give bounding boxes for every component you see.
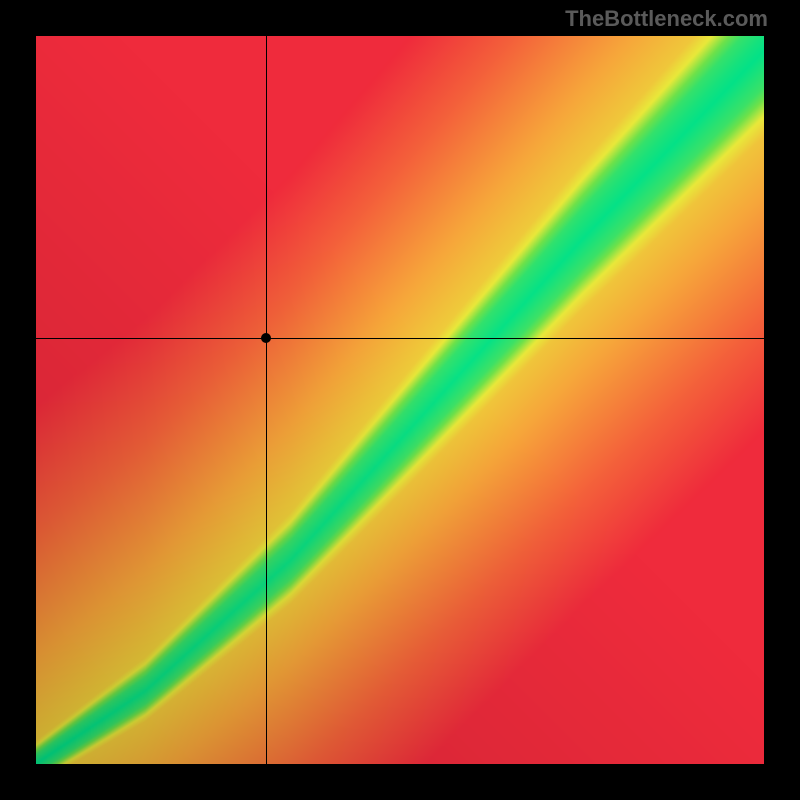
crosshair-vertical bbox=[266, 36, 267, 764]
selected-point-marker bbox=[261, 333, 271, 343]
crosshair-horizontal bbox=[36, 338, 764, 339]
heatmap-canvas bbox=[36, 36, 764, 764]
watermark-text: TheBottleneck.com bbox=[565, 6, 768, 32]
plot-area bbox=[36, 36, 764, 764]
